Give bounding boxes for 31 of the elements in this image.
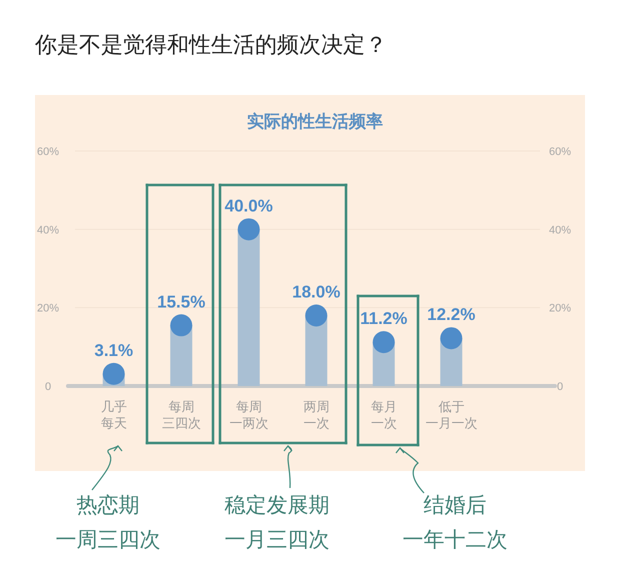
y-tick-label: 0	[44, 381, 52, 393]
x-tick-label: 低于一月一次	[425, 399, 478, 430]
y2-tick-label: 60%	[548, 146, 572, 158]
y2-tick-label: 20%	[548, 302, 572, 315]
y-tick-label: 20%	[36, 302, 60, 315]
y2-tick-label: 0	[556, 381, 564, 393]
y-tick-label: 40%	[36, 224, 60, 236]
data-label: 15.5%	[157, 292, 206, 312]
x-tick-label: 每周三四次	[162, 399, 201, 430]
text: 结婚后一年十二次	[402, 494, 508, 552]
point	[102, 362, 125, 385]
x-tick-label: 两周一次	[303, 399, 330, 430]
data-label: 40.0%	[224, 196, 273, 216]
data-label: 11.2%	[360, 309, 408, 328]
chart-subtitle: 你是不是觉得和性生活的频次决定？	[34, 32, 387, 57]
y2-tick-label: 40%	[548, 224, 572, 236]
point	[238, 218, 260, 240]
chart-title: 实际的性生活频率	[247, 112, 383, 131]
point	[170, 314, 192, 336]
point	[305, 304, 328, 326]
data-label: 12.2%	[427, 305, 476, 324]
text: 热恋期一周三四次	[56, 494, 160, 552]
text: 稳定发展期一月三四次	[224, 494, 330, 552]
y-tick-label: 60%	[36, 146, 60, 158]
x-tick-label: 几乎每天	[100, 399, 127, 430]
data-label: 3.1%	[94, 340, 134, 360]
point	[440, 327, 462, 350]
x-tick-label: 每月一次	[370, 399, 397, 430]
point	[372, 331, 395, 354]
data-label: 18.0%	[292, 282, 340, 302]
x-tick-label: 每周一两次	[229, 399, 268, 430]
